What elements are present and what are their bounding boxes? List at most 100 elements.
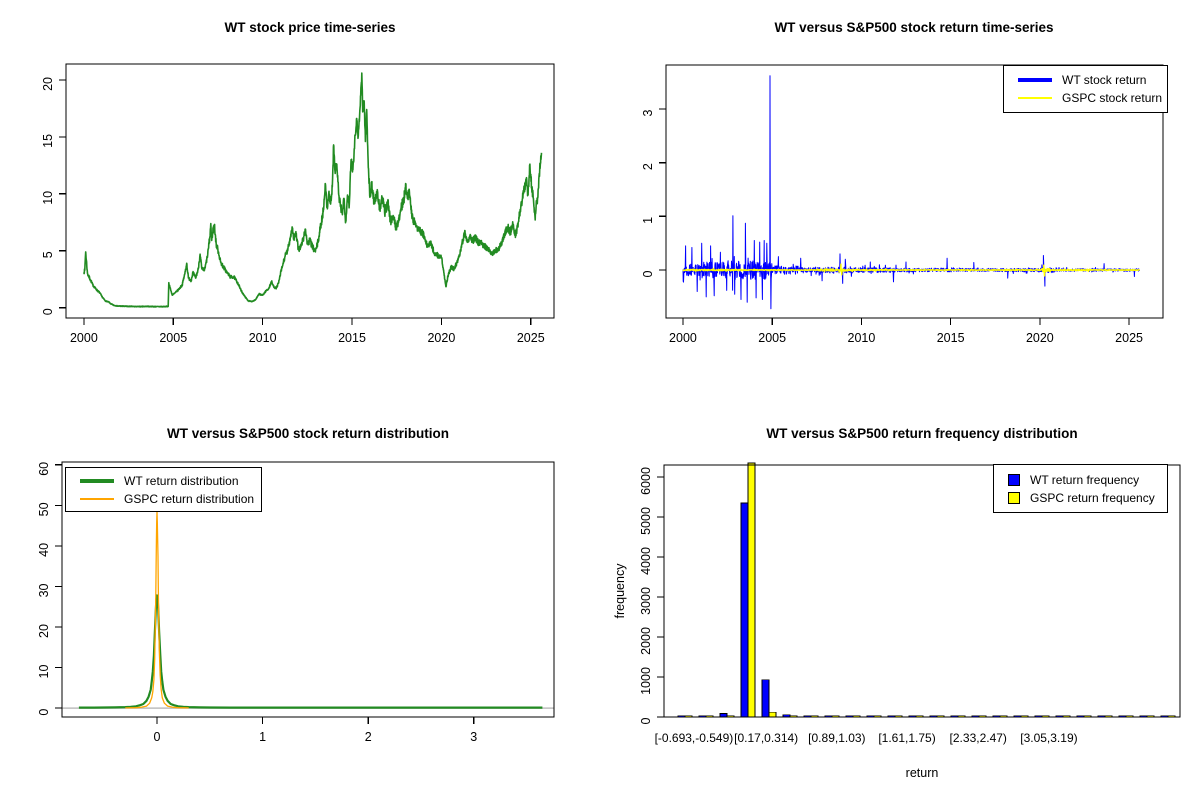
plot-box: [663, 464, 1181, 718]
tick-label: 2000: [639, 627, 653, 655]
tick-label: 2005: [159, 331, 187, 345]
tick-label: 40: [37, 543, 51, 557]
tick-label: 10: [41, 191, 55, 205]
axes: [59, 79, 532, 325]
legend-item-gspc-return: GSPC stock return: [1018, 91, 1167, 105]
legend-item-gspc-density: GSPC return distribution: [80, 492, 261, 506]
density-chart-title: WT versus S&P500 stock return distributi…: [166, 426, 450, 441]
gspc-frequency-bar: [747, 462, 756, 718]
series-gspc-return: [682, 263, 1140, 277]
bin-label: [2.33,2.47): [950, 731, 1007, 745]
tick-label: 5: [41, 251, 55, 258]
tick-label: 1: [641, 217, 655, 224]
bin-label: [0.17,0.314): [734, 731, 798, 745]
curve-gspc-density: [125, 511, 189, 709]
plot-area: [682, 75, 1140, 310]
gspc-frequency-square-swatch: [1008, 491, 1020, 504]
gspc-return-line-swatch: [1018, 97, 1052, 99]
wt-frequency-bar: [740, 502, 749, 718]
tick-label: 3000: [639, 587, 653, 615]
wt-frequency-square-swatch: [1008, 473, 1020, 486]
density-legend: WT return distribution GSPC return distr…: [65, 467, 262, 512]
legend-label: WT return frequency: [1030, 472, 1140, 487]
tick-label: 15: [41, 134, 55, 148]
plot-area: [62, 511, 554, 709]
bin-label: [0.89,1.03): [808, 731, 865, 745]
x-axis-label-return: return: [905, 766, 939, 780]
frequency-plot: 0 1000 2000 3000 4000 5000 6000 [-0.693,-0.549)…: [639, 462, 1181, 745]
tick-label: 2015: [937, 331, 965, 345]
tick-label: 1000: [639, 667, 653, 695]
y-axis-label-frequency: frequency: [613, 563, 627, 619]
tick-label: 2000: [669, 331, 697, 345]
returns-plot: 2000 2005 2010 2015 2020 2025 0 1 2 3: [641, 64, 1164, 345]
axes: [659, 108, 1130, 325]
tick-label: 2020: [1026, 331, 1054, 345]
gspc-frequency-bar: [768, 711, 777, 718]
tick-label: 5000: [639, 507, 653, 535]
bin-label: [1.61,1.75): [878, 731, 935, 745]
legend-item-wt-frequency: WT return frequency: [1008, 473, 1167, 487]
returns-chart-title: WT versus S&P500 stock return time-serie…: [774, 20, 1054, 35]
returns-legend: WT stock return GSPC stock return: [1003, 65, 1168, 113]
legend-label: WT return distribution: [124, 473, 239, 488]
tick-label: 50: [37, 502, 51, 516]
price-plot: 2000 2005 2010 2015 2020 2025 0 5 10 15 20: [41, 63, 555, 345]
tick-label: 2000: [70, 331, 98, 345]
plot-box: [665, 64, 1164, 319]
tick-label: 10: [37, 665, 51, 679]
tick-label: 0: [641, 270, 655, 277]
wt-frequency-bar: [761, 679, 770, 718]
legend-item-gspc-frequency: GSPC return frequency: [1008, 491, 1167, 505]
price-chart-title: WT stock price time-series: [224, 20, 396, 35]
tick-label: 2020: [427, 331, 455, 345]
plot-area: [83, 72, 543, 308]
tick-label: 20: [41, 77, 55, 91]
tick-label: 2005: [758, 331, 786, 345]
panel-frequency: WT versus S&P500 return frequency distri…: [600, 400, 1200, 800]
plot-box: [65, 63, 555, 319]
legend-label: GSPC stock return: [1062, 91, 1163, 105]
panel-returns: WT versus S&P500 stock return time-serie…: [600, 0, 1200, 400]
legend-label: GSPC return frequency: [1030, 490, 1155, 505]
tick-label: 0: [639, 717, 653, 724]
tick-label: 20: [37, 624, 51, 638]
frequency-chart-title: WT versus S&P500 return frequency distri…: [766, 426, 1078, 441]
legend-label: GSPC return distribution: [124, 491, 255, 506]
wt-price-series: [83, 72, 543, 308]
tick-label: 60: [37, 462, 51, 476]
tick-label: 0: [41, 308, 55, 315]
tick-label: 2010: [249, 331, 277, 345]
bin-label: [3.05,3.19): [1020, 731, 1077, 745]
wt-return-line-swatch: [1018, 78, 1052, 82]
bin-label: [-0.693,-0.549): [655, 731, 734, 745]
tick-label: 3: [470, 730, 477, 744]
tick-label: 0: [154, 730, 161, 744]
tick-label: 2015: [338, 331, 366, 345]
tick-label: 2: [365, 730, 372, 744]
tick-label: 6000: [639, 467, 653, 495]
plot-box: [61, 461, 555, 718]
frequency-legend: WT return frequency GSPC return frequenc…: [993, 464, 1168, 513]
tick-label: 4000: [639, 547, 653, 575]
wt-density-line-swatch: [80, 478, 114, 483]
tick-label: 30: [37, 583, 51, 597]
legend-label: WT stock return: [1062, 73, 1147, 87]
tick-label: 2025: [1115, 331, 1143, 345]
tick-label: 2: [641, 163, 655, 170]
tick-label: 2025: [517, 331, 545, 345]
axes: [657, 476, 664, 718]
panel-price: WT stock price time-series 2000 2005 2010 2…: [0, 0, 600, 400]
tick-label: 3: [641, 109, 655, 116]
panel-density: WT versus S&P500 stock return distributi…: [0, 400, 600, 800]
gspc-density-line-swatch: [80, 497, 114, 500]
legend-item-wt-density: WT return distribution: [80, 474, 261, 488]
tick-label: 1: [259, 730, 266, 744]
legend-item-wt-return: WT stock return: [1018, 73, 1167, 87]
curve-wt-density: [78, 594, 543, 709]
tick-label: 0: [37, 709, 51, 716]
axes: [55, 464, 475, 724]
tick-label: 2010: [848, 331, 876, 345]
